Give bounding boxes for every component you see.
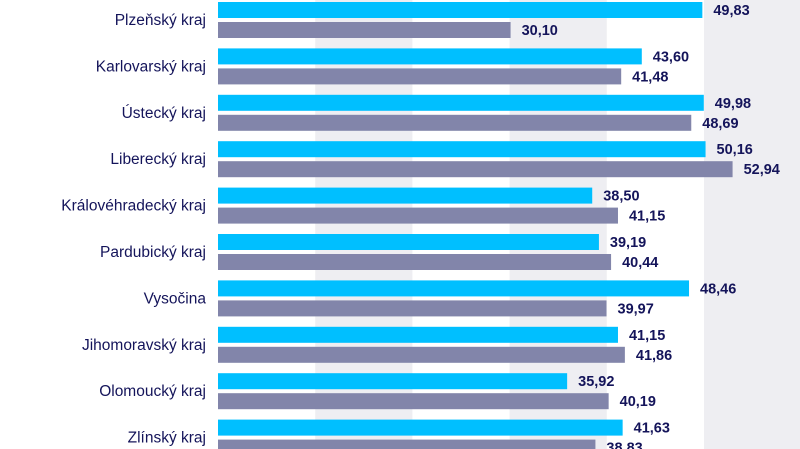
category-label: Olomoucký kraj — [99, 383, 206, 400]
value-label-series-1: 49,83 — [713, 3, 749, 19]
value-label-series-2: 30,10 — [522, 23, 558, 39]
bar-series-1 — [218, 48, 642, 65]
bar-series-1 — [218, 141, 706, 158]
category-label: Liberecký kraj — [110, 151, 206, 168]
bar-series-1 — [218, 280, 690, 297]
category-label: Královéhradecký kraj — [61, 198, 206, 215]
bar-series-1 — [218, 326, 618, 343]
value-label-series-1: 41,15 — [629, 328, 665, 344]
row-6: Pardubický kraj 39,19 40,44 — [100, 234, 658, 271]
bar-series-2 — [218, 114, 692, 131]
value-label-series-1: 48,46 — [700, 281, 736, 297]
value-label-series-2: 38,83 — [606, 441, 642, 449]
bar-series-2 — [218, 346, 625, 363]
chart-rows: Plzeňský kraj 49,83 30,10 Karlovarský kraj 4… — [61, 2, 780, 449]
bar-series-2 — [218, 254, 612, 270]
bar-series-2 — [218, 161, 733, 178]
value-label-series-1: 35,92 — [578, 374, 614, 390]
row-4: Liberecký kraj 50,16 52,94 — [110, 141, 780, 178]
row-3: Ústecký kraj 49,98 48,69 — [122, 94, 751, 132]
value-label-series-1: 49,98 — [715, 96, 751, 112]
value-label-series-2: 41,15 — [629, 209, 665, 225]
value-label-series-1: 39,19 — [610, 235, 646, 251]
value-label-series-2: 48,69 — [702, 116, 738, 132]
category-label: Pardubický kraj — [100, 244, 206, 261]
value-label-series-1: 43,60 — [653, 49, 689, 65]
value-label-series-2: 52,94 — [744, 162, 780, 178]
row-5: Královéhradecký kraj 38,50 41,15 — [61, 187, 665, 225]
row-8: Jihomoravský kraj 41,15 41,86 — [82, 326, 672, 364]
grid-band-3 — [704, 0, 800, 449]
row-7: Vysočina 48,46 39,97 — [144, 280, 736, 317]
bar-series-2 — [218, 22, 511, 38]
bar-series-1 — [218, 94, 704, 111]
bar-series-1 — [218, 234, 599, 250]
value-label-series-2: 40,19 — [620, 394, 656, 410]
category-label: Vysočina — [144, 290, 207, 307]
bar-series-2 — [218, 439, 596, 449]
bar-series-2 — [218, 68, 622, 85]
category-label: Zlínský kraj — [128, 430, 206, 447]
value-label-series-2: 39,97 — [618, 301, 654, 317]
bar-series-2 — [218, 300, 607, 317]
category-label: Ústecký kraj — [122, 105, 206, 122]
category-label: Karlovarský kraj — [96, 58, 206, 75]
row-2: Karlovarský kraj 43,60 41,48 — [96, 48, 689, 85]
row-10: Zlínský kraj 41,63 38,83 — [128, 419, 670, 449]
bar-series-1 — [218, 419, 623, 436]
category-label: Jihomoravský kraj — [82, 337, 206, 354]
value-label-series-2: 41,86 — [636, 348, 672, 364]
value-label-series-1: 38,50 — [603, 189, 639, 205]
row-9: Olomoucký kraj 35,92 40,19 — [99, 373, 656, 410]
value-label-series-2: 41,48 — [632, 69, 668, 85]
bar-series-2 — [218, 207, 618, 224]
bar-series-2 — [218, 393, 609, 410]
value-label-series-1: 50,16 — [717, 142, 753, 158]
category-label: Plzeňský kraj — [115, 12, 206, 29]
value-label-series-2: 40,44 — [622, 255, 658, 271]
bar-series-1 — [218, 2, 703, 18]
bar-series-1 — [218, 373, 568, 390]
bar-series-1 — [218, 187, 593, 204]
row-1: Plzeňský kraj 49,83 30,10 — [115, 2, 750, 39]
value-label-series-1: 41,63 — [634, 421, 670, 437]
